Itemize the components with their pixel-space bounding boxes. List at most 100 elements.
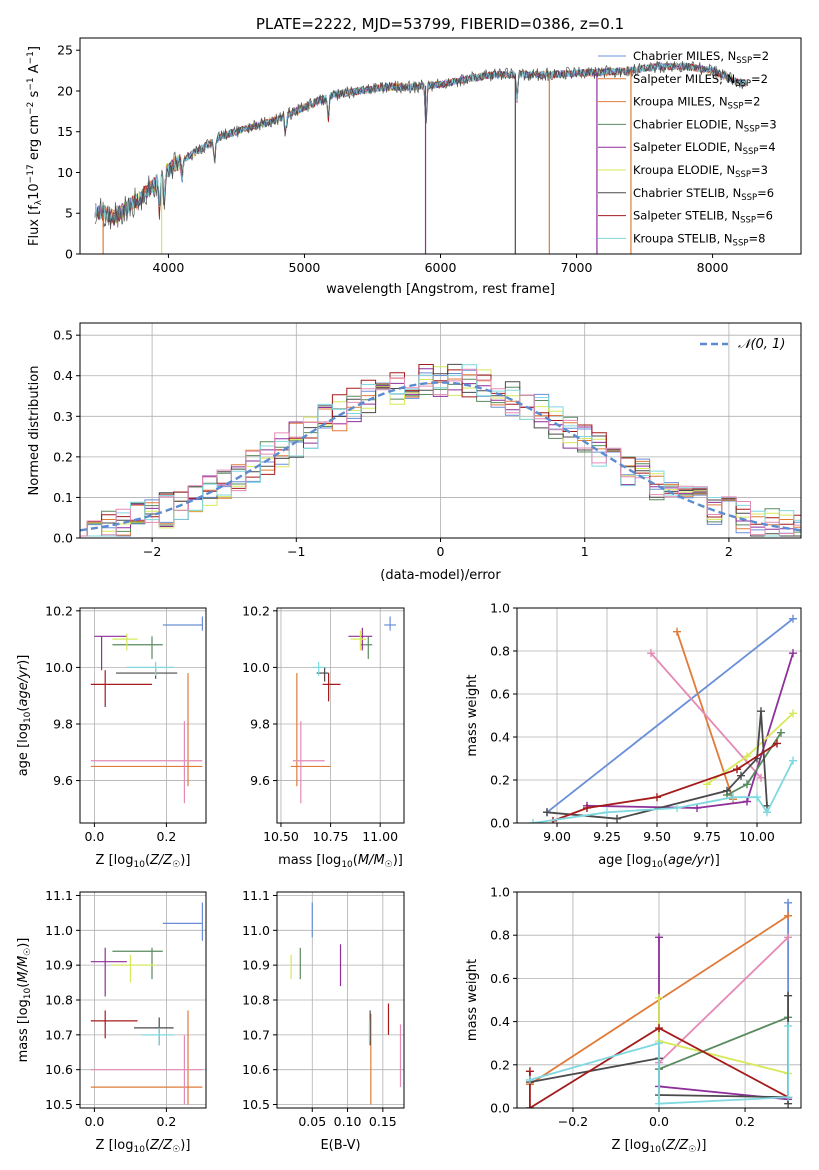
y-tick-label: 0.8 [490,928,510,943]
data-point [90,670,152,708]
series-marker [743,752,751,761]
series-marker [789,649,797,658]
legend-entry: 𝒩(0, 1) [738,337,785,352]
grid-lines [80,608,206,823]
x-tick-label: 9.25 [593,829,621,844]
grid-lines [517,607,801,824]
series-marker [525,1067,534,1076]
data-point [90,947,127,997]
x-tick-label: 0.2 [156,1114,176,1129]
series-line [658,1016,789,1070]
y-tick-label: 0.0 [53,531,73,546]
series-marker [723,786,731,795]
histogram-series [80,364,801,537]
y-axis-label: age [log10(age/yr)] [16,655,33,777]
points [90,616,203,804]
y-tick-label: 10 [57,165,73,180]
series-marker [603,808,611,817]
series-marker [773,739,781,748]
series-marker [789,756,797,765]
data-point [292,721,325,804]
x-tick-label: 9.50 [643,829,671,844]
y-tick-label: 0.0 [490,816,510,831]
x-tick-label: −0.2 [558,1114,588,1129]
series [525,898,793,1108]
axes-frame [276,607,405,824]
x-tick-label: 0.05 [298,1114,326,1129]
y-tick-label: 0.6 [490,971,510,986]
x-axis-label: age [log10(age/yr)] [598,853,720,870]
series-line [658,937,789,1101]
series-marker [789,614,797,623]
series-marker [653,793,661,802]
data-point [312,661,325,676]
y-tick-label: 0.2 [53,449,73,464]
series-marker [757,773,765,782]
y-tick-label: 20 [57,83,73,98]
series-marker [784,1093,793,1102]
data-point [112,954,156,983]
x-tick-label: 0.0 [84,829,104,844]
x-axis-label: wavelength [Angstrom, rest frame] [326,282,555,297]
points [90,902,203,1105]
data-point [112,633,138,651]
x-axis-label: (data-model)/error [380,568,501,583]
legend-entry: Chabrier MILES, NSSP=2 [633,49,769,66]
legend-entry: Kroupa MILES, NSSP=2 [633,95,760,112]
y-axis-label: Normed distribution [27,366,42,496]
y-tick-label: 0.6 [490,687,510,702]
histograms [80,363,801,537]
y-tick-label: 10.5 [242,1097,270,1112]
y-tick-label: 10.7 [242,1027,270,1042]
y-tick-label: 11.1 [45,888,73,903]
series-marker [673,627,681,636]
data-point [112,947,163,980]
series-marker [743,780,751,789]
data-point [290,673,331,787]
series-marker [583,803,591,812]
series-marker [655,1024,663,1033]
y-tick-label: 10.6 [242,1062,270,1077]
x-tick-label: 0 [437,544,445,559]
series-line [529,1027,789,1108]
series-marker [693,803,701,812]
x-tick-label: 0.2 [156,829,176,844]
data-point [350,630,367,651]
x-tick-label: 0.10 [334,1114,362,1129]
series-line [586,652,794,809]
y-tick-label: 10.6 [45,1062,73,1077]
series-marker [655,1039,663,1048]
legend-entry: Salpeter ELODIE, NSSP=4 [633,140,776,157]
gaussian-curve [80,381,801,532]
series-marker [777,728,785,737]
grid-lines [277,608,404,823]
y-tick-label: 0.3 [53,409,73,424]
series-marker [525,1075,534,1084]
series-marker [655,993,663,1002]
x-tick-label: 9.00 [543,829,571,844]
weight-vs-age-panel: 9.00 9.25 9.50 9.75 10.00 0.0 0.2 0.4 0.6 0.8 1.0 a… [465,601,802,870]
series-marker [543,808,551,817]
series-marker [737,771,745,780]
series-line [529,995,789,1104]
series-marker [525,1104,534,1108]
x-tick-label: 10.75 [313,829,349,844]
series [529,614,797,823]
series-marker [703,780,711,789]
legend-entry: Salpeter STELIB, NSSP=6 [633,209,773,226]
y-tick-label: 0.0 [490,1101,510,1116]
x-tick-label: 0.2 [735,1114,755,1129]
data-point [94,635,127,671]
y-tick-label: 10.9 [242,958,270,973]
y-tick-label: 10.5 [45,1097,73,1112]
histogram-series [80,368,801,537]
y-tick-label: 10.9 [45,958,73,973]
x-axis-label: mass [log10(M/M☉)] [278,853,403,870]
x-tick-label: −1 [287,544,305,559]
legend-entry: Kroupa ELODIE, NSSP=3 [633,163,768,180]
x-tick-label: 10.00 [739,829,775,844]
x-tick-label: 0.0 [649,1114,669,1129]
x-tick-label: 11.00 [362,829,398,844]
x-axis-label: Z [log10(Z/Z☉)] [612,1138,707,1155]
figure-title: PLATE=2222, MJD=53799, FIBERID=0386, z=0… [256,15,624,33]
